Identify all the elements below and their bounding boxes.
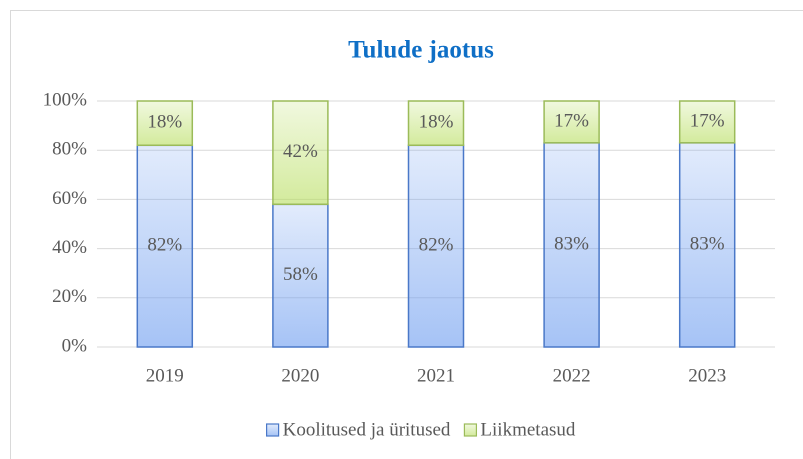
y-tick-label: 0% xyxy=(62,335,88,356)
bar-segment xyxy=(543,142,600,348)
y-tick-label: 40% xyxy=(52,237,87,258)
data-label: 18% xyxy=(419,111,454,132)
data-label: 18% xyxy=(147,111,182,132)
bar-segment xyxy=(407,100,465,147)
data-label: 17% xyxy=(690,110,725,131)
x-tick-label: 2022 xyxy=(553,365,591,386)
chart-title: Tulude jaotus xyxy=(348,37,494,64)
x-tick-label: 2023 xyxy=(688,365,726,386)
y-tick-label: 80% xyxy=(52,139,87,160)
bar-segment xyxy=(678,142,736,348)
data-label: 42% xyxy=(283,141,318,162)
data-label: 83% xyxy=(554,233,589,254)
data-label: 17% xyxy=(554,110,589,131)
bar-segment xyxy=(407,144,465,348)
y-tick-label: 20% xyxy=(52,286,87,307)
data-label: 83% xyxy=(690,233,725,254)
data-label: 82% xyxy=(419,234,454,255)
x-tick-label: 2021 xyxy=(417,365,455,386)
legend-label: Koolitused ja üritused xyxy=(283,419,451,440)
data-label: 58% xyxy=(283,264,318,285)
x-tick-label: 2019 xyxy=(146,365,184,386)
legend: Koolitused ja üritused Liikmetasud xyxy=(266,419,576,440)
bar-segment xyxy=(272,100,329,206)
bar-segment xyxy=(136,100,194,147)
x-tick-label: 2020 xyxy=(281,365,319,386)
legend-swatch xyxy=(266,423,280,437)
bar-segment xyxy=(678,100,736,144)
legend-label: Liikmetasud xyxy=(480,419,575,440)
data-label: 82% xyxy=(147,234,182,255)
legend-swatch xyxy=(463,423,478,437)
bar-segment xyxy=(272,203,329,348)
y-tick-label: 60% xyxy=(52,188,87,209)
y-tick-label: 100% xyxy=(43,89,88,110)
bar-segment xyxy=(543,100,600,144)
